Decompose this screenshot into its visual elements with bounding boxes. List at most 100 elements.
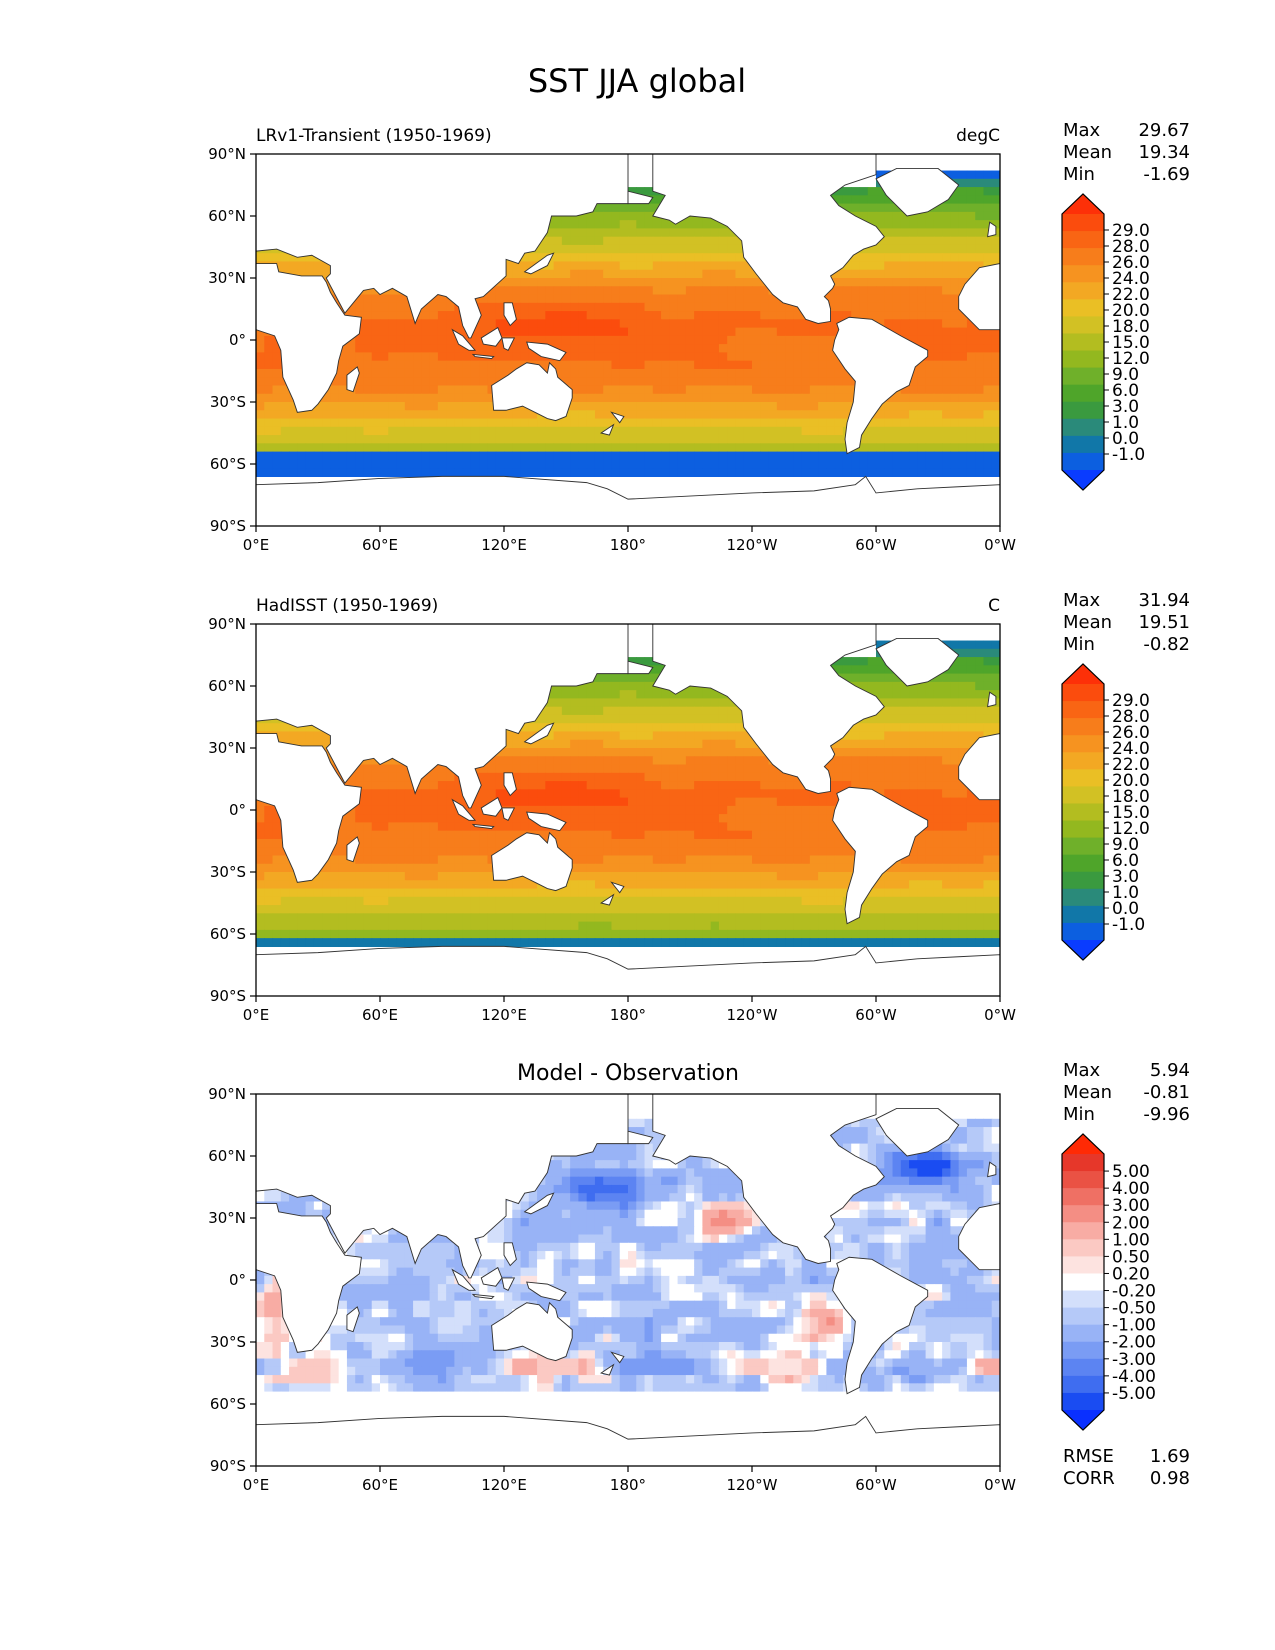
field-cell xyxy=(834,410,844,420)
field-cell xyxy=(396,764,406,774)
field-cell xyxy=(388,302,398,312)
field-cell xyxy=(388,451,398,461)
field-cell xyxy=(983,797,993,807)
field-cell xyxy=(446,772,455,782)
field-cell xyxy=(636,681,646,691)
field-cell xyxy=(933,286,943,296)
field-cell xyxy=(710,410,720,420)
field-cell xyxy=(768,426,778,436)
field-cell xyxy=(702,410,712,420)
field-cell xyxy=(776,435,786,444)
field-cell xyxy=(983,690,993,699)
field-cell xyxy=(404,805,414,815)
field-cell xyxy=(561,690,571,699)
field-cell xyxy=(834,195,844,205)
field-cell xyxy=(628,187,637,196)
field-cell xyxy=(652,435,662,444)
field-cell xyxy=(578,764,588,774)
field-cell xyxy=(537,756,546,766)
field-cell xyxy=(826,764,836,774)
field-cell xyxy=(388,789,398,799)
field-cell xyxy=(437,327,447,337)
field-cell xyxy=(851,451,861,461)
field-cell xyxy=(346,311,356,320)
field-cell xyxy=(570,360,579,370)
field-cell xyxy=(429,468,439,477)
field-cell xyxy=(586,228,596,238)
field-cell xyxy=(528,781,538,790)
field-cell xyxy=(933,756,943,766)
field-cell xyxy=(603,410,613,420)
field-cell xyxy=(983,665,993,675)
field-cell xyxy=(950,451,960,461)
field-cell xyxy=(718,352,728,362)
field-cell xyxy=(545,797,555,807)
field-cell xyxy=(487,451,497,461)
field-cell xyxy=(363,319,373,329)
field-cell xyxy=(603,468,613,477)
field-cell xyxy=(900,468,910,477)
field-cell xyxy=(578,327,588,337)
field-cell xyxy=(363,377,373,387)
field-cell xyxy=(710,739,720,749)
field-cell xyxy=(371,451,381,461)
field-cell xyxy=(594,698,604,708)
field-cell xyxy=(537,723,546,733)
field-cell xyxy=(752,797,761,807)
field-cell xyxy=(280,731,290,741)
field-cell xyxy=(661,739,670,749)
field-cell xyxy=(685,714,695,724)
field-cell xyxy=(793,352,803,362)
field-cell xyxy=(628,393,637,403)
field-cell xyxy=(404,402,414,411)
field-cell xyxy=(718,731,728,741)
field-cell xyxy=(561,327,571,337)
field-cell xyxy=(553,244,563,254)
field-cell xyxy=(958,344,968,353)
field-cell xyxy=(611,789,621,799)
field-cell xyxy=(388,327,398,337)
field-cell xyxy=(594,781,604,790)
field-cell xyxy=(429,335,439,345)
field-cell xyxy=(264,368,274,378)
field-cell xyxy=(776,335,786,345)
field-cell xyxy=(380,418,389,428)
field-cell xyxy=(504,451,513,461)
field-cell xyxy=(876,657,885,666)
field-cell xyxy=(942,459,951,469)
field-cell xyxy=(619,781,629,790)
field-cell xyxy=(917,402,927,411)
field-cell xyxy=(594,756,604,766)
field-cell xyxy=(991,187,1000,196)
field-cell xyxy=(512,739,522,749)
field-cell xyxy=(429,789,439,799)
field-cell xyxy=(685,797,695,807)
field-cell xyxy=(454,468,464,477)
field-cell xyxy=(909,236,918,246)
field-cell xyxy=(752,459,761,469)
field-cell xyxy=(991,714,1000,724)
field-cell xyxy=(611,261,621,271)
field-cell xyxy=(917,393,927,403)
field-cell xyxy=(958,211,968,221)
field-cell xyxy=(826,468,836,477)
field-cell xyxy=(735,352,745,362)
field-cell xyxy=(495,311,505,320)
field-cell xyxy=(628,451,637,461)
field-cell xyxy=(603,286,613,296)
field-cell xyxy=(404,393,414,403)
field-cell xyxy=(950,756,960,766)
field-cell xyxy=(479,781,489,790)
field-cell xyxy=(743,278,753,287)
field-cell xyxy=(570,772,579,782)
field-cell xyxy=(661,781,670,790)
field-cell xyxy=(677,468,687,477)
field-cell xyxy=(644,451,654,461)
field-cell xyxy=(636,278,646,287)
field-cell xyxy=(718,319,728,329)
field-cell xyxy=(437,302,447,312)
field-cell xyxy=(859,261,869,271)
field-cell xyxy=(446,468,455,477)
field-cell xyxy=(305,731,315,741)
field-cell xyxy=(578,319,588,329)
